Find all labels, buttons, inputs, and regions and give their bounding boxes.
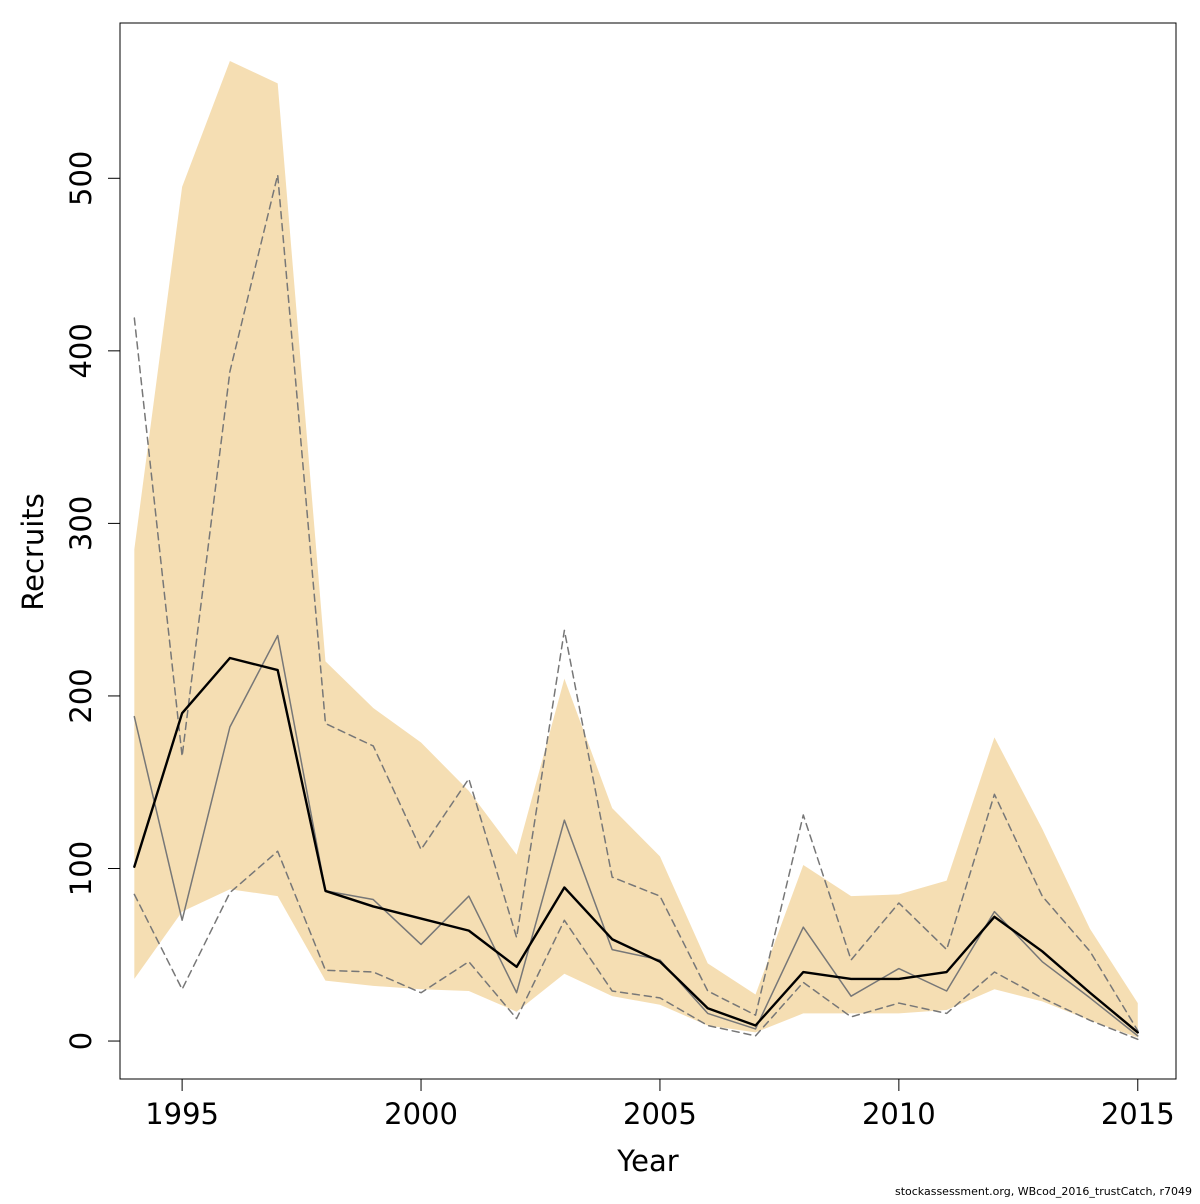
x-tick-label: 2010 [862, 1097, 936, 1131]
x-axis-label: Year [616, 1144, 678, 1178]
y-tick-label: 200 [64, 668, 98, 723]
estimate-line [133, 656, 1139, 1034]
y-axis-label: Recruits [16, 493, 50, 610]
x-tick-label: 1995 [145, 1097, 219, 1131]
y-tick-label: 500 [64, 151, 98, 206]
y-tick-label: 100 [64, 841, 98, 896]
y-tick-label: 0 [64, 1032, 98, 1050]
x-tick-label: 2000 [384, 1097, 458, 1131]
footer-credit: stockassessment.org, WBcod_2016_trustCat… [894, 1185, 1192, 1198]
y-tick-label: 400 [64, 323, 98, 378]
lower-dashed-line [133, 850, 1139, 1041]
band-layer [134, 60, 1138, 1038]
x-tick-label: 2005 [623, 1097, 697, 1131]
confidence-band [134, 60, 1138, 1038]
series-layer [133, 174, 1139, 1041]
upper-dashed-line [133, 174, 1139, 1032]
x-tick-label: 2015 [1101, 1097, 1175, 1131]
axis-layer: 1995 2000 2005 2010 2015 0 100 200 300 400 500 [64, 151, 1175, 1131]
y-tick-label: 300 [64, 496, 98, 551]
observed-line [133, 634, 1139, 1037]
